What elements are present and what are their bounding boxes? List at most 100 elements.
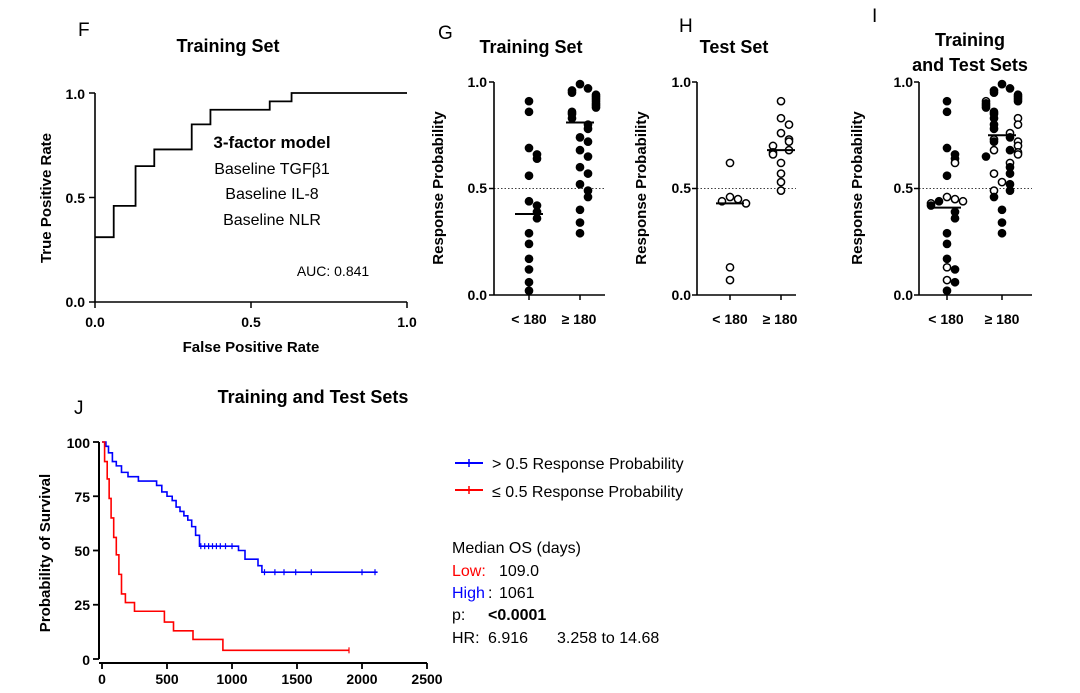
- data-point-filled: [575, 145, 585, 155]
- panel-letter-j: J: [74, 398, 84, 419]
- data-point-filled: [532, 213, 542, 223]
- data-point-filled: [524, 171, 534, 181]
- km-curve-high: [102, 441, 378, 574]
- panel-letter-i: I: [872, 6, 877, 27]
- data-point-open: [776, 128, 786, 138]
- data-point-filled: [942, 171, 952, 181]
- data-point-filled: [942, 239, 952, 249]
- data-point-open: [776, 177, 786, 187]
- panel-j: J Training and Test Sets Probability of …: [37, 387, 684, 687]
- chart-marks: [93, 79, 1032, 669]
- roc-title: Training Set: [176, 36, 279, 56]
- model-annotation-line: Baseline NLR: [223, 212, 321, 229]
- panel-letter-h: H: [679, 16, 693, 37]
- data-point-filled: [942, 286, 952, 296]
- data-point-open: [725, 262, 735, 272]
- km-xtick-label: 500: [155, 671, 179, 687]
- data-point-filled: [989, 88, 999, 98]
- data-point-filled: [575, 205, 585, 215]
- roc-ytick-label: 0.0: [66, 294, 86, 310]
- data-point-filled: [997, 218, 1007, 227]
- dot-ytick-label: 1.0: [672, 74, 692, 90]
- median-high-suffix: :: [488, 585, 492, 602]
- km-y-axis-label: Probability of Survival: [37, 474, 54, 632]
- auc-label: AUC: 0.841: [297, 263, 370, 279]
- dot-ytick-label: 0.5: [672, 180, 692, 196]
- data-point-filled: [583, 169, 593, 178]
- data-point-filled: [583, 124, 593, 134]
- data-point-open: [958, 196, 968, 206]
- data-point-filled: [591, 103, 601, 112]
- data-point-open: [725, 275, 735, 285]
- km-ytick-label: 0: [82, 652, 90, 668]
- data-point-filled: [942, 254, 952, 264]
- data-point-open: [776, 169, 786, 178]
- km-ytick-label: 100: [67, 435, 91, 451]
- dot-xtick-label: ≥ 180: [985, 311, 1020, 327]
- dot-xtick-label: ≥ 180: [763, 311, 798, 327]
- hr-ci: 3.258 to 14.68: [557, 630, 659, 647]
- data-point-filled: [1005, 84, 1015, 93]
- data-point-open: [776, 158, 786, 168]
- data-point-filled: [524, 286, 534, 296]
- km-ytick-label: 25: [74, 597, 90, 613]
- roc-y-axis-label: True Positive Rate: [38, 133, 55, 263]
- data-point-open: [725, 192, 735, 202]
- data-point-filled: [997, 79, 1007, 89]
- data-point-filled: [583, 152, 593, 161]
- data-point-open: [776, 96, 786, 106]
- data-point-filled: [575, 79, 585, 89]
- km-xtick-label: 0: [98, 671, 106, 687]
- panel-h: H Test Set 1.0 0.5 0.0 < 180 ≥ 180 Respo…: [633, 16, 798, 327]
- data-point-open: [768, 150, 778, 159]
- data-point-filled: [575, 218, 585, 227]
- data-point-filled: [524, 196, 534, 206]
- data-point-filled: [575, 133, 585, 142]
- data-point-filled: [997, 205, 1007, 215]
- km-xtick-label: 2500: [411, 671, 442, 687]
- data-point-filled: [934, 196, 944, 206]
- data-point-filled: [583, 192, 593, 202]
- dot-ytick-label: 0.0: [894, 287, 914, 303]
- data-point-filled: [524, 107, 534, 117]
- data-point-filled: [942, 96, 952, 106]
- data-point-open: [942, 192, 952, 202]
- median-low-label: Low:: [452, 563, 486, 580]
- data-point-filled: [1005, 145, 1015, 155]
- data-point-filled: [942, 143, 952, 153]
- data-point-filled: [583, 137, 593, 146]
- data-point-filled: [575, 228, 585, 238]
- data-point-filled: [1013, 96, 1023, 106]
- dot-y-axis-label: Response Probability: [633, 111, 650, 265]
- hr-label: HR:: [452, 630, 480, 647]
- data-point-filled: [950, 277, 960, 287]
- dot-ytick-label: 1.0: [894, 74, 914, 90]
- data-point-open: [942, 275, 952, 285]
- dot-ytick-label: 0.5: [894, 180, 914, 196]
- data-point-filled: [575, 179, 585, 189]
- data-point-open: [989, 145, 999, 155]
- dot-ytick-label: 1.0: [468, 74, 488, 90]
- data-point-open: [942, 262, 952, 272]
- km-xtick-label: 2000: [346, 671, 377, 687]
- hr-value: 6.916: [488, 630, 528, 647]
- dot-plot-title: Training Set: [479, 37, 582, 57]
- dot-plot-title: and Test Sets: [912, 55, 1028, 75]
- km-ytick-label: 75: [74, 489, 90, 505]
- data-point-open: [997, 177, 1007, 187]
- km-xtick-label: 1500: [281, 671, 312, 687]
- dot-xtick-label: ≥ 180: [562, 311, 597, 327]
- km-xtick-label: 1000: [216, 671, 247, 687]
- data-point-filled: [567, 113, 577, 123]
- km-ytick-label: 50: [74, 543, 90, 559]
- dot-y-axis-label: Response Probability: [430, 111, 447, 265]
- dot-plot-title: Test Set: [700, 37, 769, 57]
- data-point-filled: [942, 228, 952, 238]
- panel-letter-g: G: [438, 23, 453, 44]
- dot-plot-title: Training: [935, 30, 1005, 50]
- median-high-value: 1061: [499, 585, 535, 602]
- km-title: Training and Test Sets: [218, 387, 409, 407]
- roc-xtick-label: 0.0: [85, 314, 105, 330]
- data-point-open: [989, 169, 999, 178]
